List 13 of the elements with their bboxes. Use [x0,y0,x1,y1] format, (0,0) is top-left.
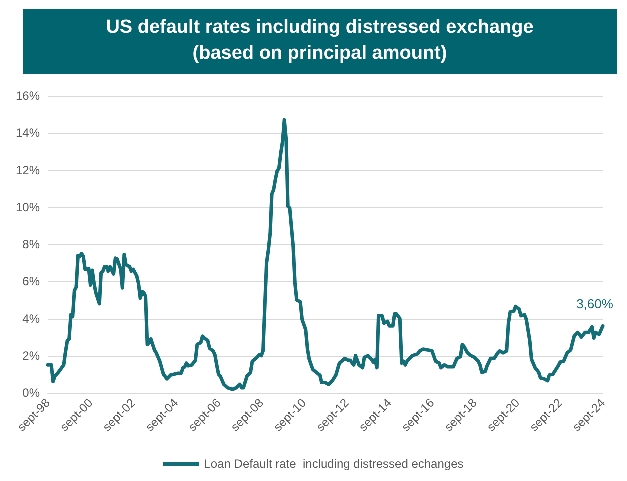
chart-subtitle: (based on principal amount) [192,42,448,66]
y-tick-label: 0% [22,386,40,400]
y-tick-label: 8% [22,238,40,252]
y-tick-label: 16% [16,89,40,103]
y-tick-label: 2% [22,348,40,363]
y-tick-label: 6% [22,274,40,289]
chart-title: US default rates including distressed exchange [105,16,535,40]
y-tick-label: 14% [16,126,40,140]
legend-label: Loan Default rate including distressed echanges [204,457,464,471]
annotation: 3,60% [576,296,614,312]
y-tick-label: 10% [16,200,40,214]
y-tick-label: 4% [22,312,40,326]
y-tick-label: 12% [16,163,40,178]
